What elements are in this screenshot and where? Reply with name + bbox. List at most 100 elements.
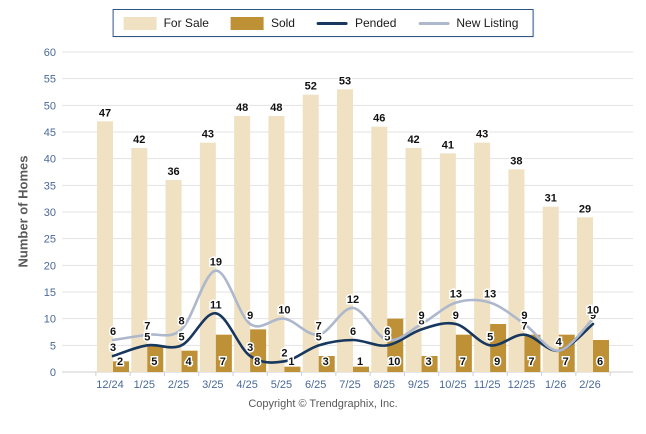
y-tick-label: 20: [44, 260, 56, 272]
for-sale-bar: [577, 217, 593, 372]
for-sale-value-label: 48: [270, 102, 282, 114]
sold-bar: [524, 334, 541, 372]
y-tick-label: 15: [44, 287, 56, 299]
new-listing-line: [111, 269, 595, 352]
legend: For Sale Sold Pended New Listing: [112, 9, 534, 37]
sold-bar: [147, 345, 164, 372]
new-listing-value-label: 13: [484, 289, 496, 301]
sold-value-label: 9: [494, 356, 500, 368]
legend-item-for-sale: For Sale: [123, 16, 209, 30]
x-tick-label: 7/25: [339, 379, 360, 391]
x-tick-label: 6/25: [305, 379, 326, 391]
for-sale-bar: [371, 126, 388, 373]
new-listing-value-label: 7: [144, 321, 150, 333]
for-sale-bar: [97, 121, 113, 372]
for-sale-bar: [337, 89, 353, 373]
y-tick-label: 10: [44, 314, 56, 326]
sold-value-label: 7: [563, 356, 569, 368]
for-sale-value-label: 36: [167, 166, 179, 178]
new-listing-value-label: 10: [587, 305, 599, 317]
sold-value-label: 8: [254, 356, 260, 368]
pended-value-label: 5: [316, 331, 322, 343]
x-tick-label: 12/25: [508, 379, 536, 391]
for-sale-bar: [268, 116, 285, 372]
new-listing-value-label: 9: [247, 310, 253, 322]
y-tick-label: 45: [44, 127, 56, 139]
sold-value-label: 6: [597, 356, 603, 368]
pended-value-label: 3: [247, 342, 253, 354]
for-sale-value-label: 29: [579, 203, 591, 215]
for-sale-bar: [131, 148, 148, 372]
pended-value-label: 9: [453, 310, 459, 322]
pended-value-label: 5: [487, 331, 493, 343]
legend-label: For Sale: [163, 16, 209, 30]
new-listing-line-swatch-icon: [418, 21, 450, 25]
pended-value-label: 2: [281, 347, 287, 359]
sold-bar: [284, 366, 301, 372]
sold-value-label: 7: [460, 356, 466, 368]
y-tick-label: 30: [44, 207, 56, 219]
for-sale-value-label: 42: [133, 134, 145, 146]
for-sale-bar: [439, 153, 456, 372]
for-sale-value-label: 38: [510, 155, 522, 167]
legend-item-new-listing: New Listing: [418, 16, 518, 30]
y-tick-label: 55: [44, 74, 56, 86]
legend-item-pended: Pended: [316, 16, 396, 30]
sold-value-label: 7: [528, 356, 534, 368]
for-sale-value-label: 43: [202, 129, 214, 141]
for-sale-value-label: 31: [545, 193, 557, 205]
y-tick-label: 35: [44, 180, 56, 192]
new-listing-value-label: 9: [419, 310, 425, 322]
sold-value-label: 3: [426, 356, 432, 368]
sold-bar: [181, 350, 198, 372]
pended-value-label: 9: [590, 310, 596, 322]
sold-value-label: 3: [323, 356, 329, 368]
new-listing-value-label: 7: [316, 321, 322, 333]
legend-label: New Listing: [456, 16, 519, 30]
for-sale-value-label: 46: [373, 113, 385, 125]
x-tick-label: 8/25: [374, 379, 395, 391]
y-tick-label: 60: [44, 47, 56, 59]
for-sale-swatch-icon: [123, 16, 157, 30]
for-sale-bar: [165, 180, 182, 372]
sold-bar: [113, 361, 129, 372]
sold-bar: [455, 334, 472, 372]
for-sale-value-label: 42: [407, 134, 419, 146]
y-tick-label: 5: [50, 340, 56, 352]
new-listing-value-label: 6: [384, 326, 390, 338]
sold-bar: [215, 334, 232, 372]
new-listing-value-label: 13: [450, 289, 462, 301]
sold-bar: [353, 366, 369, 372]
sold-value-label: 7: [220, 356, 226, 368]
for-sale-value-label: 52: [305, 81, 317, 93]
for-sale-bar: [405, 148, 422, 372]
pended-line: [111, 312, 595, 364]
sold-value-label: 5: [151, 356, 157, 368]
new-listing-value-label: 19: [210, 257, 222, 269]
pended-value-label: 5: [384, 331, 390, 343]
y-tick-label: 50: [44, 100, 56, 112]
for-sale-bar: [234, 116, 251, 372]
x-tick-label: 1/25: [134, 379, 155, 391]
for-sale-value-label: 47: [99, 107, 111, 119]
sold-bar: [387, 318, 404, 372]
sold-bar: [490, 324, 507, 372]
pended-value-label: 11: [210, 299, 222, 311]
copyright-text: Copyright © Trendgraphix, Inc.: [248, 398, 398, 410]
pended-line-swatch-icon: [316, 21, 348, 25]
sold-swatch-icon: [230, 16, 264, 30]
sold-bar: [593, 340, 609, 372]
x-tick-label: 12/24: [96, 379, 124, 391]
for-sale-value-label: 53: [339, 75, 351, 87]
sold-value-label: 4: [186, 356, 193, 368]
for-sale-bar: [508, 169, 525, 372]
sold-value-label: 1: [357, 356, 363, 368]
x-tick-label: 1/26: [545, 379, 566, 391]
legend-item-sold: Sold: [230, 16, 295, 30]
y-tick-label: 40: [44, 154, 56, 166]
x-tick-label: 9/25: [408, 379, 429, 391]
x-tick-label: 2/25: [168, 379, 189, 391]
new-listing-value-label: 12: [347, 294, 359, 306]
